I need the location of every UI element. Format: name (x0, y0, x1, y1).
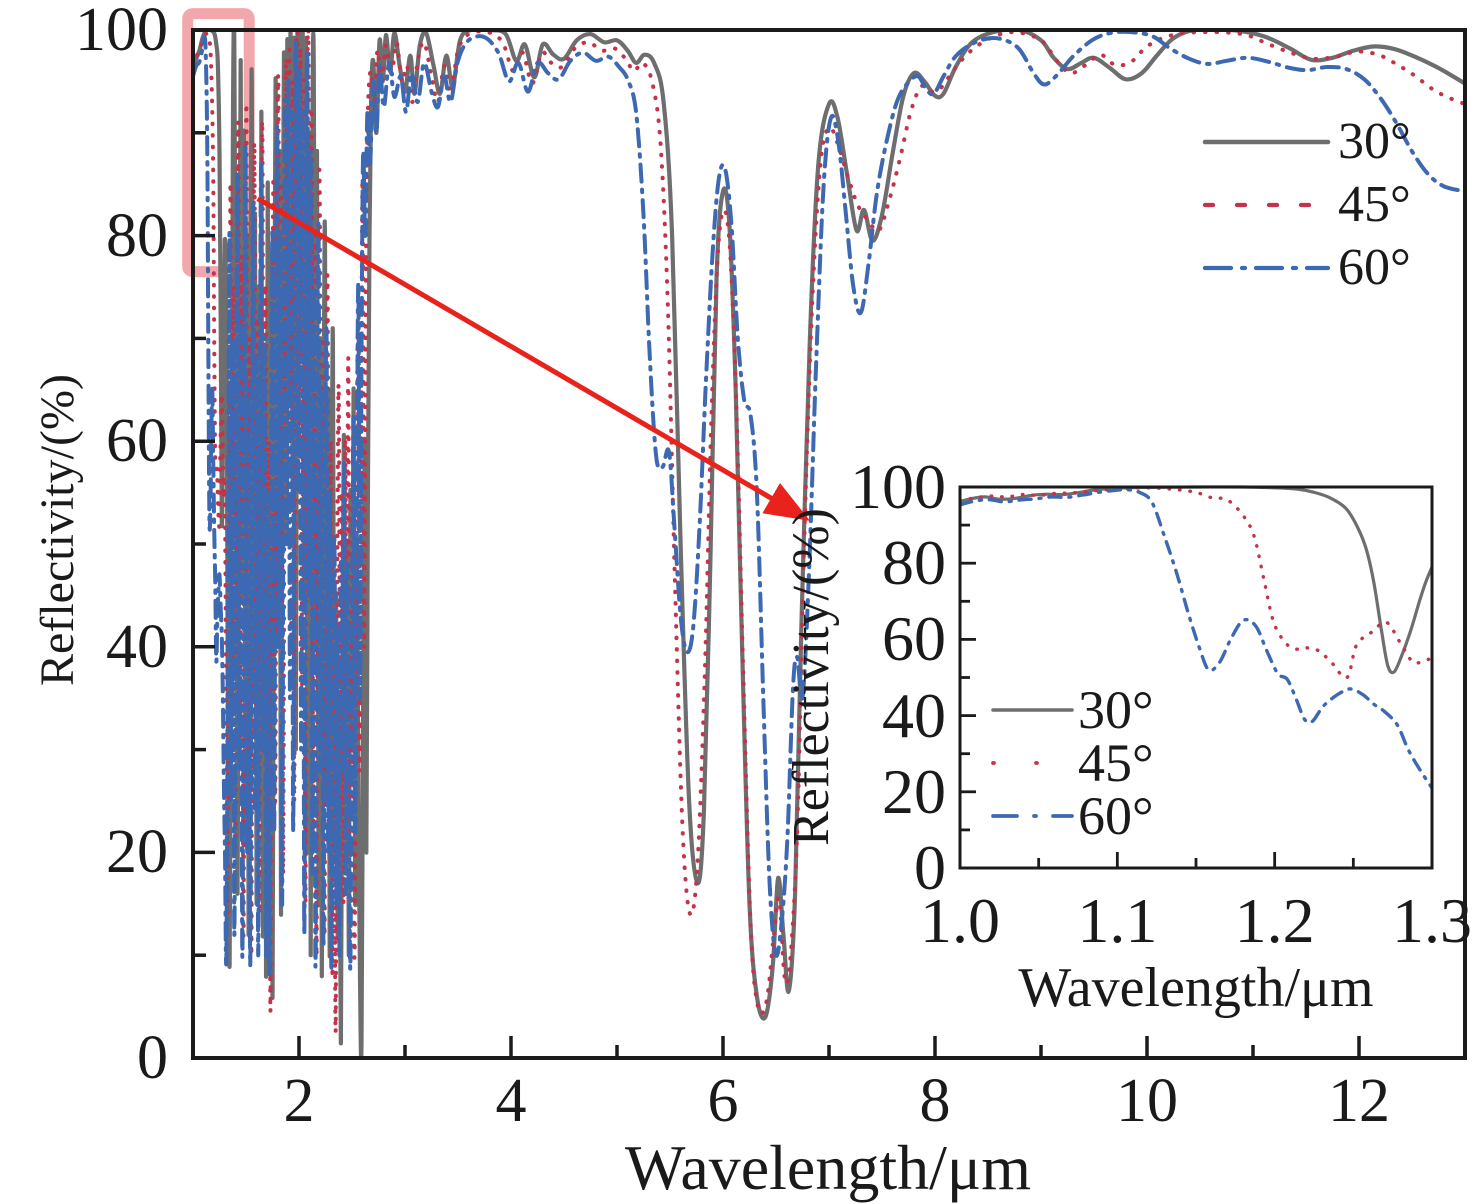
inset-y-tick-label: 20 (882, 755, 946, 827)
inset-x-tick-label: 1.2 (1234, 885, 1315, 956)
main-axis-ticks (193, 28, 1361, 1060)
main-y-tick-label: 80 (106, 201, 168, 270)
main-x-tick-label: 2 (283, 1067, 315, 1135)
main-y-tick-label: 60 (106, 407, 168, 476)
main-x-tick-label: 4 (495, 1067, 527, 1135)
inset-y-tick-label: 0 (914, 832, 946, 903)
main-x-tick-label: 12 (1328, 1067, 1390, 1135)
main-y-tick-label: 20 (106, 818, 168, 887)
main-x-tick-label: 10 (1116, 1067, 1178, 1135)
main-legend-label-30deg: 30° (1338, 113, 1411, 170)
inset-y-tick-label: 100 (850, 451, 946, 522)
inset-y-tick-label: 60 (882, 603, 946, 675)
zoom-arrow (256, 196, 811, 521)
main-x-tick-label: 6 (707, 1067, 739, 1135)
inset-legend-label-45deg: 45° (1078, 733, 1154, 793)
main-y-tick-label: 100 (75, 0, 168, 64)
inset-curve-60deg (960, 487, 1432, 790)
inset-x-tick-label: 1.1 (1077, 885, 1158, 956)
main-y-tick-label: 0 (137, 1024, 168, 1092)
inset-x-tick-label: 1.0 (920, 885, 1000, 956)
inset-legend-label-60deg: 60° (1078, 786, 1154, 846)
inset-legend-label-30deg: 30° (1078, 680, 1154, 740)
main-legend-label-60deg: 60° (1338, 239, 1411, 296)
inset-axis-ticks (958, 485, 1434, 870)
inset-y-tick-label: 80 (882, 527, 946, 599)
inset-x-tick-label: 1.3 (1392, 885, 1472, 956)
main-x-tick-label: 8 (919, 1067, 951, 1135)
inset-xaxis-title: Wavelength/μm (1018, 957, 1374, 1019)
main-legend-label-45deg: 45° (1338, 176, 1411, 233)
main-xaxis-title: Wavelength/μm (625, 1132, 1031, 1203)
inset-background (960, 487, 1432, 868)
main-curve-60deg (193, 29, 1465, 978)
main-y-tick-label: 40 (106, 612, 168, 681)
inset-y-tick-label: 40 (882, 679, 946, 751)
